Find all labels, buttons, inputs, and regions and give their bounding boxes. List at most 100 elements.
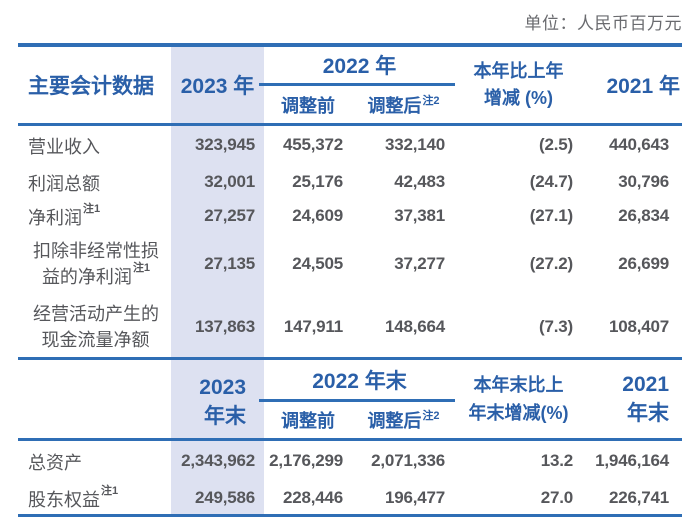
table2-body: 总资产 2,343,962 2,176,299 2,071,336 13.2 1…: [18, 441, 682, 514]
label-text: 总资产: [28, 453, 82, 473]
table-row: 扣除非经常性损益的净利润注1 27,135 24,505 37,277 (27.…: [18, 232, 682, 296]
table-row: 经营活动产生的现金流量净额 137,863 147,911 148,664 (7…: [18, 296, 682, 357]
label-text: 扣除非经常性损益的净利润: [33, 241, 159, 287]
note2-superscript: 注2: [422, 410, 440, 422]
note1-superscript: 注1: [132, 262, 151, 274]
cell-change-pct: 27.0: [540, 487, 573, 507]
cell-adjusted-before: 2,176,299: [269, 451, 343, 470]
row-label: 利润总额: [18, 164, 171, 199]
col-2023-yearend-line1: 2023: [199, 376, 246, 399]
cell-adjusted-after: 196,477: [384, 487, 445, 507]
table-row: 营业收入 323,945 455,372 332,140 (2.5) 440,6…: [18, 126, 682, 164]
rule-top: [18, 43, 682, 47]
col-adjusted-after-header: 调整后 注2: [352, 402, 455, 438]
label-text: 经营活动产生的现金流量净额: [33, 303, 159, 350]
cell-2021: 440,643: [608, 135, 669, 154]
rule-header2-bottom: [18, 438, 682, 441]
row-label-text: 股东权益注1: [28, 485, 118, 511]
adjusted-after-label: 调整后: [367, 411, 422, 431]
cell-2023: 323,945: [194, 135, 255, 154]
note1-superscript: 注1: [83, 202, 101, 215]
row-label-text: 净利润注1: [28, 203, 100, 229]
cell-adjusted-after: 37,381: [394, 205, 445, 225]
adjusted-after-label: 调整后: [367, 95, 422, 116]
cell-2023-yearend: 2,343,962: [181, 451, 255, 470]
cell-adjusted-before: 228,446: [282, 487, 343, 507]
col-yearend-change-header: 本年末比上 年末增减(%): [455, 360, 582, 438]
cell-2023-yearend: 249,586: [194, 487, 255, 507]
cell-change-pct: (2.5): [539, 135, 573, 154]
table-row: 利润总额 32,001 25,176 42,483 (24.7) 30,796: [18, 164, 682, 199]
col-adjusted-before-header: 调整前: [281, 411, 335, 431]
row-label: 总资产: [18, 441, 171, 481]
cell-2021: 26,699: [618, 254, 669, 273]
col-change-line1: 本年比上年: [473, 61, 564, 81]
col-2021-header: 2021 年: [606, 75, 680, 98]
cell-adjusted-before: 147,911: [283, 316, 343, 336]
row-label-text: 营业收入: [28, 132, 101, 158]
table1-body: 营业收入 323,945 455,372 332,140 (2.5) 440,6…: [18, 126, 682, 357]
rule-bottom: [18, 514, 682, 517]
row-label: 净利润注1: [18, 199, 171, 232]
col-2023-yearend-line2: 年末: [204, 405, 246, 428]
cell-adjusted-after: 42,483: [394, 171, 445, 191]
row-label-text: 扣除非经常性损益的净利润注1: [28, 240, 164, 288]
table2-header: 2023 年末 2022 年末 调整前 调整后 注2 本年末比上 年末增减(%) …: [18, 360, 682, 438]
col-2022-yearend-group: 2022 年末 调整前 调整后 注2: [259, 360, 455, 438]
cell-adjusted-before: 24,505: [292, 254, 343, 273]
table-row: 净利润注1 27,257 24,609 37,381 (27.1) 26,834: [18, 199, 682, 232]
table2-title-empty: [18, 360, 171, 438]
note2-superscript: 注2: [422, 94, 440, 107]
cell-change-pct: (27.1): [529, 205, 573, 225]
row-label: 股东权益注1: [18, 481, 171, 514]
col-2021-yearend-header: 2021 年末: [582, 360, 682, 438]
col-change-line2: 增减 (%): [484, 88, 553, 108]
cell-2023: 27,135: [204, 254, 255, 273]
col-2023-header: 2023 年: [180, 75, 255, 98]
row-label-text: 经营活动产生的现金流量净额: [28, 303, 164, 351]
cell-adjusted-after: 2,071,336: [371, 451, 445, 470]
cell-change-pct: (7.3): [539, 316, 573, 336]
col-2022-yearend-group-header: 2022 年末: [259, 360, 455, 402]
table-row: 总资产 2,343,962 2,176,299 2,071,336 13.2 1…: [18, 441, 682, 481]
col-adjusted-before-header: 调整前: [281, 95, 335, 116]
cell-2021: 30,796: [618, 171, 669, 191]
table1-title: 主要会计数据: [28, 75, 154, 98]
col-2022-group-header: 2022 年: [259, 47, 455, 86]
cell-adjusted-before: 24,609: [292, 205, 343, 225]
col-2022-subheaders: 调整前 调整后 注2: [264, 86, 455, 123]
row-label: 扣除非经常性损益的净利润注1: [18, 232, 171, 296]
cell-2023: 32,001: [204, 171, 255, 191]
label-text: 股东权益: [28, 489, 100, 510]
cell-change-pct: (27.2): [529, 254, 573, 273]
cell-adjusted-before: 455,372: [282, 135, 343, 154]
rule-header1-bottom: [18, 123, 682, 126]
col-2021-yearend-line2: 年末: [627, 402, 669, 425]
col-2023-yearend-header: 2023 年末: [171, 360, 264, 438]
row-label: 营业收入: [18, 126, 171, 164]
note1-superscript: 注1: [101, 484, 119, 497]
col-yearend-change-line1: 本年末比上: [473, 375, 564, 395]
label-text: 利润总额: [28, 173, 100, 194]
cell-2021: 26,834: [618, 205, 669, 225]
cell-adjusted-before: 25,176: [292, 171, 343, 191]
cell-2021-yearend: 1,946,164: [595, 451, 669, 470]
table1-header: 主要会计数据 2023 年 2022 年 调整前 调整后 注2 本年比上年 增减 …: [18, 47, 682, 123]
cell-2023: 27,257: [204, 205, 255, 225]
col-adjusted-after-header: 调整后 注2: [352, 86, 455, 123]
col-change-header: 本年比上年 增减 (%): [455, 47, 582, 123]
col-yearend-change-line2: 年末增减(%): [468, 403, 569, 423]
cell-adjusted-after: 37,277: [394, 254, 445, 273]
rule-section-separator: [18, 357, 682, 360]
cell-change-pct: 13.2: [540, 451, 573, 470]
col-2022-yearend-subheaders: 调整前 调整后 注2: [264, 402, 455, 438]
col-2022-group: 2022 年 调整前 调整后 注2: [259, 47, 455, 123]
label-text: 净利润: [28, 207, 82, 228]
cell-2021-yearend: 226,741: [608, 487, 669, 507]
cell-2021: 108,407: [608, 316, 669, 336]
cell-adjusted-after: 148,664: [384, 316, 445, 336]
row-label-text: 总资产: [28, 448, 83, 474]
cell-2023: 137,863: [194, 316, 255, 336]
cell-adjusted-after: 332,140: [384, 135, 445, 154]
